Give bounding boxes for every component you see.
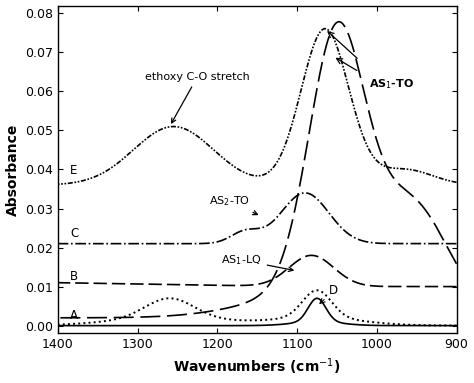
Text: E: E — [70, 164, 77, 177]
Text: ethoxy C-O stretch: ethoxy C-O stretch — [145, 72, 250, 123]
Text: AS$_1$-TO: AS$_1$-TO — [369, 77, 414, 90]
Y-axis label: Absorbance: Absorbance — [6, 123, 19, 216]
Text: A: A — [70, 309, 78, 322]
Text: C: C — [70, 227, 78, 240]
X-axis label: Wavenumbers (cm$^{-1}$): Wavenumbers (cm$^{-1}$) — [173, 357, 341, 377]
Text: D: D — [320, 285, 338, 303]
Text: AS$_1$-LQ: AS$_1$-LQ — [221, 253, 293, 272]
Text: AS$_2$-TO: AS$_2$-TO — [210, 195, 257, 214]
Text: B: B — [70, 270, 78, 283]
